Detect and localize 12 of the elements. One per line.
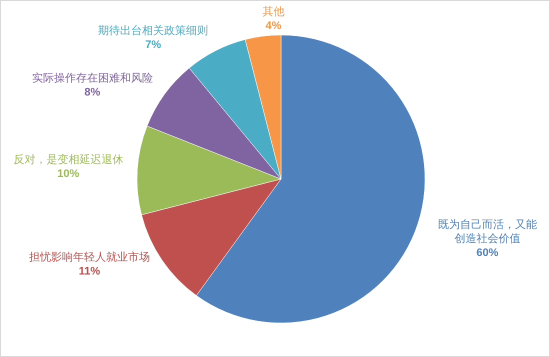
data-label: 8% xyxy=(84,86,100,98)
data-label: 10% xyxy=(57,168,80,180)
data-label: 60% xyxy=(476,247,499,260)
slice-label: 其他 xyxy=(262,5,284,18)
data-label: 11% xyxy=(78,266,100,278)
data-label: 7% xyxy=(145,39,162,52)
slice-label: 既为自己而活，又能创造社会价值 xyxy=(438,218,537,246)
slice-label: 担忧影响年轻人就业市场 xyxy=(28,250,150,264)
data-label: 4% xyxy=(265,20,282,32)
slice-label: 反对，是变相延迟退休 xyxy=(13,153,124,166)
slice-label: 期待出台相关政策细则 xyxy=(98,24,208,38)
slice-label: 实际操作存在困难和风险 xyxy=(32,71,153,84)
